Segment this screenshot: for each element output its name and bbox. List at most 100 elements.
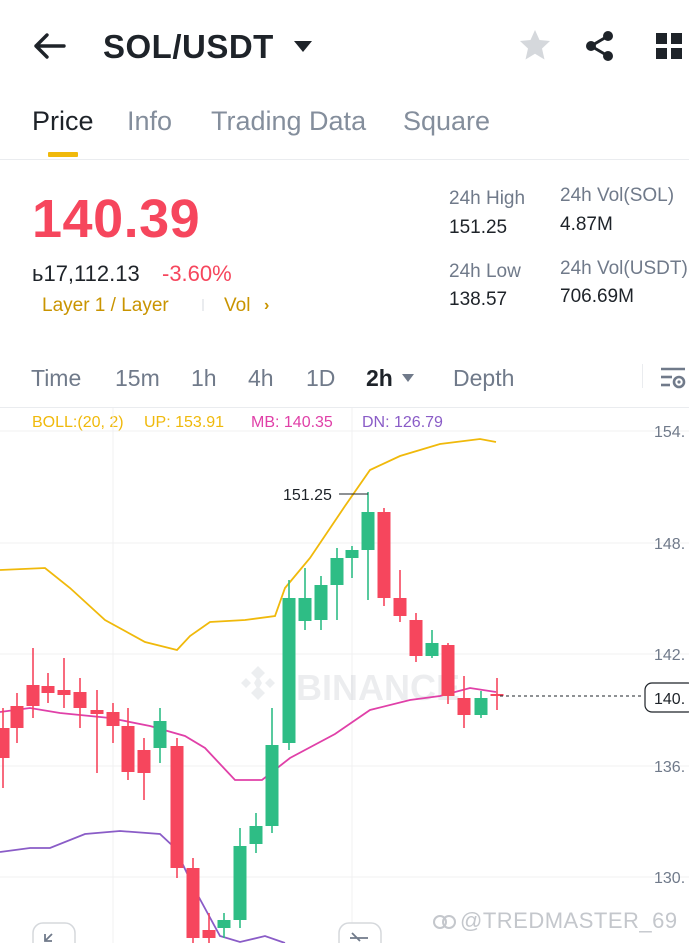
grid-icon[interactable] bbox=[654, 31, 684, 61]
boll-mb-value: MB: 140.35 bbox=[251, 414, 333, 431]
boll-middle-line bbox=[0, 687, 497, 781]
candle-down bbox=[202, 930, 216, 938]
price-axis-label: 136. bbox=[654, 759, 685, 776]
chart-overlay: 151.25 140. bbox=[32, 487, 689, 943]
boll-params: BOLL:(20, 2) bbox=[32, 414, 124, 431]
candle-down bbox=[393, 598, 407, 616]
candle-down bbox=[106, 712, 120, 726]
star-icon[interactable] bbox=[518, 28, 552, 62]
candle-down bbox=[26, 685, 40, 706]
vol-link[interactable]: Vol bbox=[224, 295, 251, 316]
price-change-percent: -3.60% bbox=[162, 261, 232, 286]
candle-down bbox=[490, 694, 504, 696]
tab-info[interactable]: Info bbox=[127, 106, 173, 136]
tab-square[interactable]: Square bbox=[403, 106, 491, 136]
price-axis-label: 142. bbox=[654, 647, 685, 664]
candle-down bbox=[409, 620, 423, 656]
vol-sol-label: 24h Vol(SOL) bbox=[560, 185, 675, 206]
candle-down bbox=[186, 868, 200, 938]
candle-down bbox=[377, 512, 391, 598]
interval-caret-icon[interactable] bbox=[401, 373, 415, 383]
candle-down bbox=[441, 645, 455, 696]
caret-down-icon[interactable] bbox=[292, 38, 314, 54]
candle-down bbox=[121, 726, 135, 772]
expand-icon bbox=[44, 933, 53, 942]
expand-button bbox=[32, 922, 76, 943]
candle-down bbox=[457, 698, 471, 715]
price-axis-label: 148. bbox=[654, 536, 685, 553]
candle-down bbox=[41, 686, 55, 693]
vol-usdt-label: 24h Vol(USDT) bbox=[560, 258, 688, 279]
boll-dn-value: DN: 126.79 bbox=[362, 414, 443, 431]
candle-up bbox=[425, 643, 439, 656]
interval-time[interactable]: Time bbox=[31, 365, 82, 391]
candle-down bbox=[137, 750, 151, 773]
interval-15m[interactable]: 15m bbox=[115, 365, 160, 391]
candle-down bbox=[57, 690, 71, 695]
draw-tool-button bbox=[338, 922, 382, 943]
tab-price[interactable]: Price bbox=[32, 106, 94, 136]
price-axis-label: 154. bbox=[654, 424, 685, 441]
chart-divider bbox=[0, 407, 689, 408]
candle-down bbox=[90, 710, 104, 714]
candle-down bbox=[170, 746, 184, 868]
interval-divider bbox=[642, 364, 643, 388]
interval-1d[interactable]: 1D bbox=[306, 365, 336, 391]
interval-4h[interactable]: 4h bbox=[248, 365, 274, 391]
candle-up bbox=[361, 512, 375, 550]
boll-lower-line bbox=[0, 830, 286, 943]
binance-watermark: BINANCE bbox=[241, 666, 460, 708]
active-tab-indicator bbox=[48, 152, 78, 157]
interval-depth[interactable]: Depth bbox=[453, 365, 515, 391]
candle-up bbox=[345, 550, 359, 558]
last-price-tag bbox=[644, 682, 689, 713]
category-tag[interactable]: Layer 1 / Layer bbox=[42, 295, 169, 316]
high-marker-label: 151.25 bbox=[283, 487, 332, 504]
square-logo-icon bbox=[433, 915, 456, 929]
low-value: 138.57 bbox=[449, 289, 508, 310]
candle-up bbox=[474, 698, 488, 715]
back-arrow-icon[interactable] bbox=[32, 30, 68, 62]
candle-down bbox=[73, 692, 87, 708]
candles bbox=[0, 492, 504, 943]
high-label: 24h High bbox=[449, 188, 526, 209]
candle-up bbox=[314, 585, 328, 620]
candle-down bbox=[10, 706, 24, 728]
candle-up bbox=[249, 826, 263, 844]
tag-divider bbox=[202, 299, 204, 311]
interval-1h[interactable]: 1h bbox=[191, 365, 217, 391]
interval-2h[interactable]: 2h bbox=[366, 365, 393, 391]
share-icon[interactable] bbox=[583, 29, 617, 63]
price-axis: 154. 148. 142. 136. 130. bbox=[654, 424, 685, 887]
price-axis-label: 130. bbox=[654, 870, 685, 887]
tab-trading-data[interactable]: Trading Data bbox=[211, 106, 367, 136]
candle-up bbox=[265, 745, 279, 826]
top-bar: SOL/USDT bbox=[0, 0, 689, 92]
high-value: 151.25 bbox=[449, 217, 508, 238]
user-watermark: @TREDMASTER_69 bbox=[460, 908, 678, 933]
fiat-price: ь17,112.13 bbox=[32, 261, 140, 286]
candle-up bbox=[330, 558, 344, 585]
chart-settings-icon[interactable] bbox=[659, 365, 687, 391]
interval-bar: Time 15m 1h 4h 1D 2h Depth bbox=[0, 355, 689, 405]
candle-up bbox=[233, 846, 247, 920]
candle-up bbox=[282, 598, 296, 743]
chart-grid bbox=[0, 408, 689, 943]
candle-up bbox=[217, 920, 231, 928]
vol-usdt-value: 706.69M bbox=[560, 286, 634, 307]
draw-tool-icon bbox=[350, 932, 368, 942]
last-price: 140.39 bbox=[32, 189, 201, 249]
candlestick-chart[interactable]: BINANCE 151.25 140. 154. 148. 142. 136. 130. bbox=[0, 408, 689, 943]
boll-up-value: UP: 153.91 bbox=[144, 414, 225, 431]
vol-sol-value: 4.87M bbox=[560, 214, 613, 235]
chevron-right-icon[interactable]: › bbox=[264, 297, 270, 314]
boll-upper-line bbox=[0, 438, 497, 652]
candle-down bbox=[0, 728, 10, 758]
bollinger-bands bbox=[0, 438, 497, 943]
last-price-tag-label: 140. bbox=[654, 691, 685, 708]
candle-up bbox=[298, 598, 312, 621]
watermark-text: BINANCE bbox=[296, 667, 460, 708]
candle-up bbox=[153, 721, 167, 748]
pair-title[interactable]: SOL/USDT bbox=[103, 28, 274, 65]
tab-bar: Price Info Trading Data Square bbox=[0, 100, 689, 160]
